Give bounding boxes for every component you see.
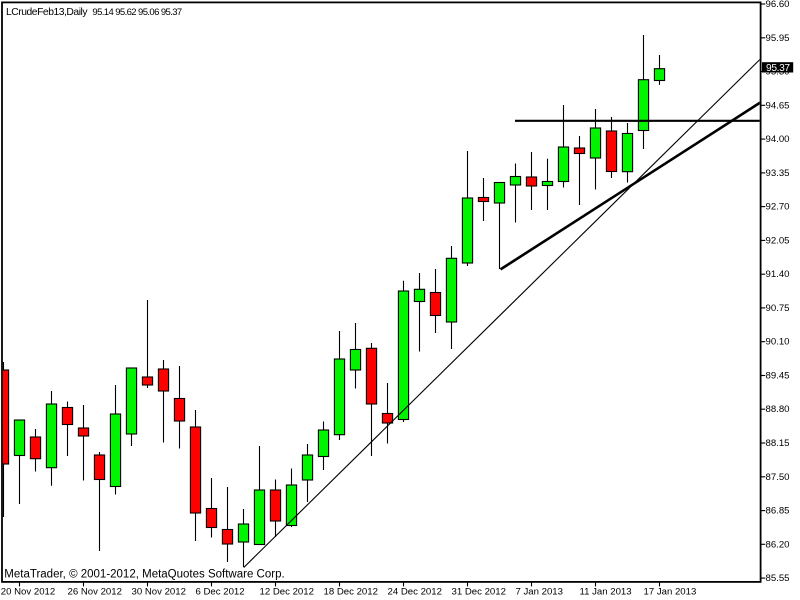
svg-text:LCrudeFeb13,Daily: LCrudeFeb13,Daily xyxy=(6,7,88,18)
svg-text:86.85: 86.85 xyxy=(766,506,790,517)
svg-text:18 Dec 2012: 18 Dec 2012 xyxy=(324,587,378,598)
svg-text:94.65: 94.65 xyxy=(766,100,790,111)
svg-text:30 Nov 2012: 30 Nov 2012 xyxy=(132,587,186,598)
svg-text:85.55: 85.55 xyxy=(766,573,790,584)
svg-text:94.00: 94.00 xyxy=(766,134,790,145)
svg-text:91.40: 91.40 xyxy=(766,269,790,280)
svg-text:92.05: 92.05 xyxy=(766,235,790,246)
svg-text:86.20: 86.20 xyxy=(766,539,790,550)
svg-text:6 Dec 2012: 6 Dec 2012 xyxy=(196,587,245,598)
svg-text:87.50: 87.50 xyxy=(766,472,790,483)
svg-text:12 Dec 2012: 12 Dec 2012 xyxy=(260,587,314,598)
svg-text:88.15: 88.15 xyxy=(766,438,790,449)
svg-text:96.60: 96.60 xyxy=(766,0,790,10)
svg-text:93.35: 93.35 xyxy=(766,168,790,179)
svg-text:20 Nov 2012: 20 Nov 2012 xyxy=(1,587,55,598)
svg-text:MetaTrader, © 2001-2012, MetaQ: MetaTrader, © 2001-2012, MetaQuotes Soft… xyxy=(4,569,284,581)
svg-text:92.70: 92.70 xyxy=(766,202,790,213)
svg-text:26 Nov 2012: 26 Nov 2012 xyxy=(68,587,122,598)
svg-text:95.14 95.62 95.06 95.37: 95.14 95.62 95.06 95.37 xyxy=(92,7,182,18)
svg-text:90.10: 90.10 xyxy=(766,337,790,348)
svg-text:90.75: 90.75 xyxy=(766,303,790,314)
svg-text:95.95: 95.95 xyxy=(766,33,790,44)
svg-text:24 Dec 2012: 24 Dec 2012 xyxy=(388,587,442,598)
svg-text:89.45: 89.45 xyxy=(766,371,790,382)
svg-text:11 Jan 2013: 11 Jan 2013 xyxy=(580,587,632,598)
svg-text:7 Jan 2013: 7 Jan 2013 xyxy=(516,587,563,598)
svg-text:31 Dec 2012: 31 Dec 2012 xyxy=(452,587,506,598)
svg-text:88.80: 88.80 xyxy=(766,404,790,415)
svg-text:95.37: 95.37 xyxy=(766,63,790,74)
svg-text:17 Jan 2013: 17 Jan 2013 xyxy=(644,587,697,598)
